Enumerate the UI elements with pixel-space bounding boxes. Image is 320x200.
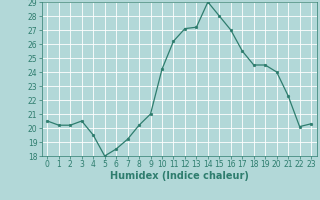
X-axis label: Humidex (Indice chaleur): Humidex (Indice chaleur) <box>110 171 249 181</box>
